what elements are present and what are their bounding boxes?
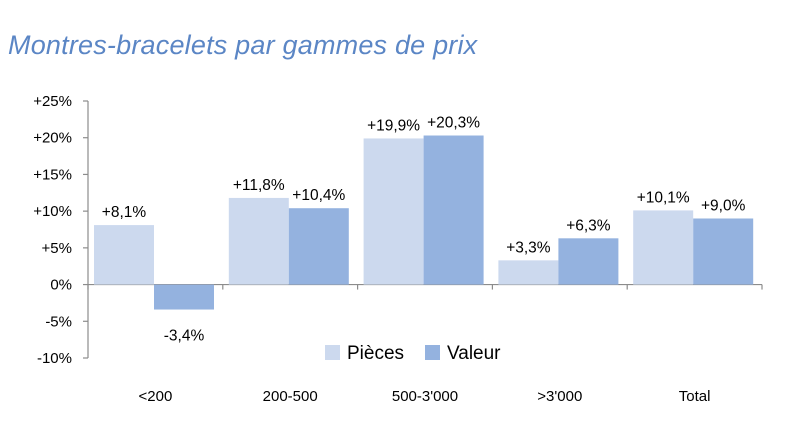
bar-valeur [693, 218, 754, 285]
legend-label: Pièces [347, 343, 404, 364]
bar-valeur [288, 208, 349, 285]
data-label: +3,3% [506, 239, 551, 256]
bar-pieces [94, 225, 154, 285]
x-category-label: 200-500 [263, 388, 318, 405]
bar-pieces [498, 260, 559, 285]
bar-valeur [154, 284, 214, 310]
data-label: +8,1% [102, 204, 147, 221]
y-tick-label: -5% [45, 313, 72, 330]
y-tick-label: +25% [33, 93, 72, 110]
y-tick-label: +5% [42, 240, 72, 257]
data-label: +11,8% [233, 177, 285, 194]
x-category-label: >3'000 [537, 388, 582, 405]
data-label: +20,3% [427, 115, 480, 132]
y-tick-label: +20% [33, 130, 72, 147]
x-category-label: <200 [139, 388, 173, 405]
bar-valeur [423, 135, 484, 285]
y-tick-label: +10% [33, 203, 72, 220]
bar-pieces [363, 138, 424, 285]
y-tick-label: 0% [50, 277, 72, 294]
chart-title: Montres-bracelets par gammes de prix [8, 30, 478, 60]
bar-pieces [633, 210, 694, 285]
x-category-label: Total [679, 388, 711, 405]
legend-swatch [325, 345, 340, 360]
bar-valeur [558, 238, 619, 285]
bar-pieces [228, 197, 289, 285]
legend-swatch [425, 345, 440, 360]
data-label: -3,4% [164, 328, 205, 345]
y-tick-label: +15% [33, 166, 72, 183]
data-label: +19,9% [367, 117, 420, 134]
legend-label: Valeur [447, 343, 501, 364]
data-label: +9,0% [701, 197, 746, 214]
data-label: +6,3% [566, 217, 611, 234]
data-label: +10,4% [292, 187, 345, 204]
data-label: +10,1% [637, 189, 690, 206]
x-category-label: 500-3'000 [392, 388, 458, 405]
y-tick-label: -10% [37, 350, 72, 367]
